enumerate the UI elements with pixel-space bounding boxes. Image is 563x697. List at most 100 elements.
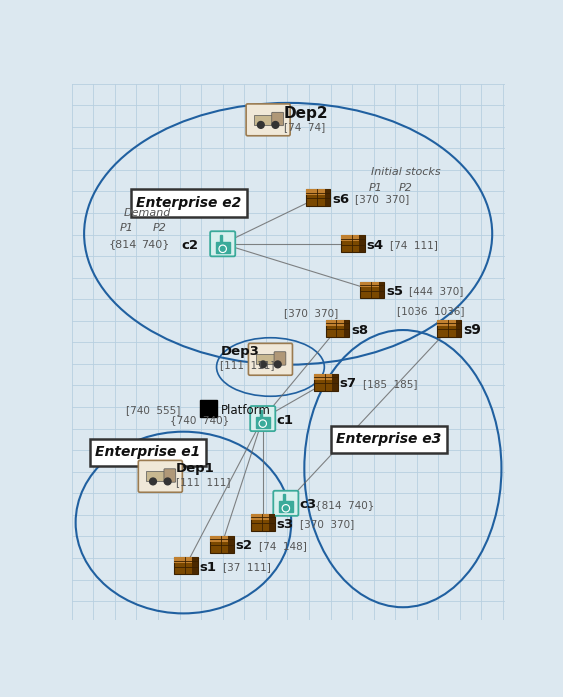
Text: s8: s8 [351, 323, 368, 337]
Text: s3: s3 [276, 518, 294, 530]
Text: c1: c1 [276, 413, 293, 427]
Text: [740  555]: [740 555] [126, 405, 180, 415]
Bar [279, 501, 293, 512]
FancyBboxPatch shape [248, 344, 292, 375]
Text: s6: s6 [332, 192, 349, 206]
Bar [256, 417, 270, 427]
Circle shape [283, 506, 288, 511]
Text: [37  111]: [37 111] [223, 562, 271, 572]
FancyBboxPatch shape [256, 354, 276, 365]
Text: [370  370]: [370 370] [355, 194, 409, 204]
Text: P2: P2 [399, 183, 413, 192]
FancyBboxPatch shape [437, 320, 461, 326]
FancyBboxPatch shape [274, 352, 286, 365]
Text: Initial stocks: Initial stocks [370, 167, 440, 177]
Text: s7: s7 [339, 378, 357, 390]
Circle shape [150, 478, 157, 485]
FancyBboxPatch shape [306, 189, 330, 206]
FancyBboxPatch shape [174, 557, 198, 563]
Text: [74  74]: [74 74] [284, 123, 325, 132]
Bar [200, 400, 217, 417]
Text: Enterprise e2: Enterprise e2 [136, 196, 242, 210]
FancyBboxPatch shape [210, 535, 234, 542]
Text: s1: s1 [200, 560, 217, 574]
Text: [444  370]: [444 370] [409, 286, 463, 296]
Circle shape [220, 247, 225, 251]
FancyBboxPatch shape [331, 426, 447, 453]
Text: [1036  1036]: [1036 1036] [397, 307, 464, 316]
FancyBboxPatch shape [314, 374, 338, 391]
Text: s2: s2 [236, 539, 253, 552]
Text: s4: s4 [367, 239, 384, 252]
FancyBboxPatch shape [344, 320, 349, 337]
Text: Enterprise e3: Enterprise e3 [337, 432, 441, 446]
FancyBboxPatch shape [325, 320, 349, 326]
FancyBboxPatch shape [455, 320, 461, 337]
FancyBboxPatch shape [251, 514, 275, 531]
FancyBboxPatch shape [246, 104, 290, 136]
FancyBboxPatch shape [210, 535, 234, 553]
Circle shape [260, 421, 265, 426]
Text: c2: c2 [181, 239, 198, 252]
FancyBboxPatch shape [174, 557, 198, 574]
Text: P2: P2 [153, 224, 167, 233]
Circle shape [260, 361, 266, 368]
FancyBboxPatch shape [314, 374, 338, 380]
FancyBboxPatch shape [131, 189, 247, 217]
Bar [216, 242, 230, 253]
FancyBboxPatch shape [306, 189, 330, 195]
FancyBboxPatch shape [251, 514, 275, 520]
Bar [220, 235, 222, 242]
Text: [111  111]: [111 111] [176, 477, 230, 487]
FancyBboxPatch shape [273, 491, 298, 516]
FancyBboxPatch shape [378, 282, 384, 298]
Text: P1: P1 [368, 183, 382, 192]
Text: {814  740}: {814 740} [315, 500, 374, 510]
Text: [370  370]: [370 370] [284, 308, 338, 318]
Circle shape [219, 245, 226, 252]
FancyBboxPatch shape [210, 231, 235, 256]
Bar [283, 494, 285, 501]
Text: [74  111]: [74 111] [390, 240, 437, 250]
Text: {740  740}: {740 740} [171, 415, 230, 425]
FancyBboxPatch shape [272, 112, 284, 125]
Text: Dep3: Dep3 [220, 345, 260, 358]
FancyBboxPatch shape [269, 514, 275, 531]
Circle shape [259, 420, 266, 427]
FancyBboxPatch shape [332, 374, 338, 391]
FancyBboxPatch shape [138, 461, 182, 492]
Text: Dep1: Dep1 [176, 462, 215, 475]
Text: {814: {814 [109, 239, 137, 249]
FancyBboxPatch shape [250, 406, 275, 431]
FancyBboxPatch shape [341, 236, 365, 241]
FancyBboxPatch shape [359, 236, 365, 252]
FancyBboxPatch shape [325, 320, 349, 337]
Circle shape [257, 121, 264, 128]
FancyBboxPatch shape [325, 189, 330, 206]
Text: [185  185]: [185 185] [363, 379, 417, 389]
FancyBboxPatch shape [90, 438, 205, 466]
Circle shape [272, 121, 279, 128]
FancyBboxPatch shape [360, 282, 384, 298]
Bar [260, 410, 262, 417]
Text: P1: P1 [119, 224, 133, 233]
Circle shape [282, 505, 289, 512]
Text: [111  111]: [111 111] [220, 360, 275, 371]
Text: c3: c3 [300, 498, 317, 512]
Circle shape [164, 478, 171, 485]
FancyBboxPatch shape [146, 471, 166, 482]
FancyBboxPatch shape [341, 236, 365, 252]
FancyBboxPatch shape [192, 557, 198, 574]
FancyBboxPatch shape [164, 469, 176, 482]
Circle shape [274, 361, 281, 368]
Text: s5: s5 [386, 285, 403, 298]
Text: Dep2: Dep2 [284, 106, 328, 121]
FancyBboxPatch shape [437, 320, 461, 337]
Text: Demand: Demand [124, 208, 172, 218]
FancyBboxPatch shape [229, 535, 234, 553]
Text: [74  148]: [74 148] [259, 541, 307, 551]
FancyBboxPatch shape [360, 282, 384, 287]
Text: s9: s9 [463, 323, 481, 337]
Text: Enterprise e1: Enterprise e1 [95, 445, 200, 459]
FancyBboxPatch shape [253, 115, 274, 125]
